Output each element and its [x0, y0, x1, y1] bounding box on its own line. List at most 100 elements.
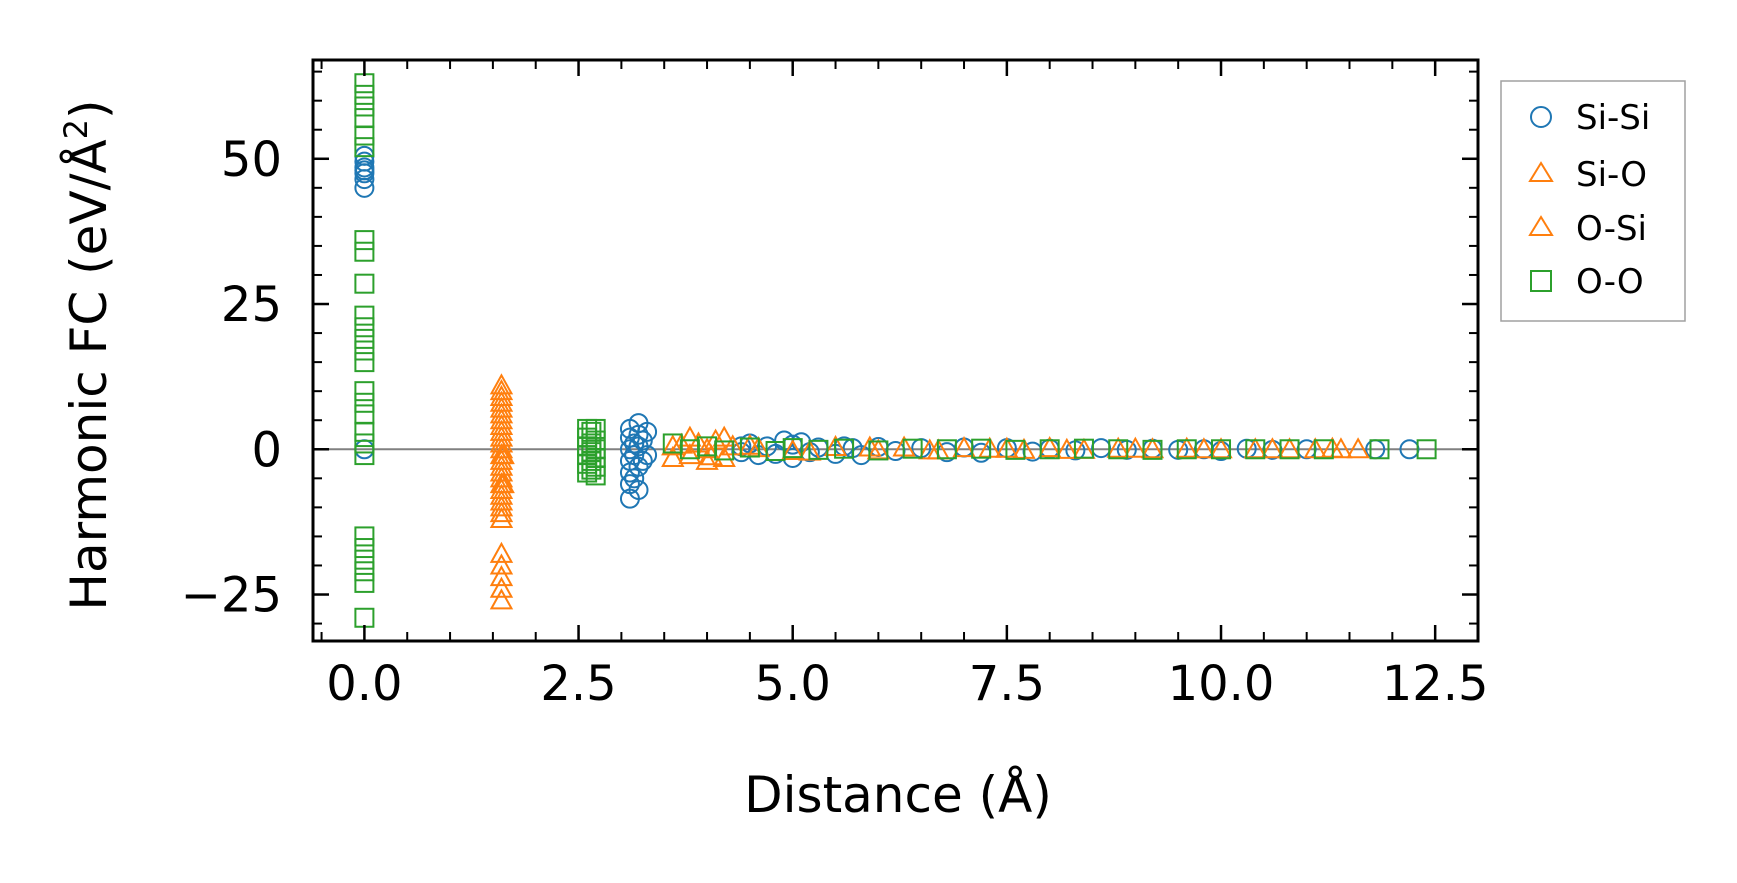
point-o-o [585, 465, 606, 486]
point-si-o [678, 443, 702, 465]
point-o-o [834, 438, 855, 459]
point-si-si [637, 445, 658, 466]
point-o-o [354, 352, 375, 373]
point-o-o [902, 438, 923, 459]
point-o-si [1329, 437, 1353, 459]
point-o-o [354, 561, 375, 582]
y-tick-label: 0 [251, 422, 282, 478]
point-si-o [489, 576, 514, 598]
point-o-o [1369, 439, 1390, 460]
point-si-o [1175, 436, 1199, 458]
point-si-o [489, 501, 514, 523]
point-si-si [628, 479, 649, 500]
point-si-o [781, 438, 805, 461]
legend-marker-o-si [1528, 215, 1554, 236]
point-o-si [738, 433, 762, 455]
point-o-o [1108, 439, 1129, 460]
x-tick-label: 5.0 [755, 656, 831, 712]
point-o-si [1260, 437, 1285, 459]
point-o-o [1279, 439, 1300, 460]
point-si-o [1346, 437, 1370, 459]
legend-item-si-si: Si-Si [1530, 98, 1650, 138]
point-si-si [354, 151, 375, 172]
point-o-o [354, 305, 375, 326]
point-si-o [695, 448, 719, 470]
legend: Si-Si Si-O O-Si O-O [1500, 80, 1686, 322]
x-axis-label: Distance (Å) [744, 766, 1052, 824]
point-o-o [808, 439, 829, 460]
point-si-o [489, 588, 514, 610]
point-o-o [1005, 439, 1026, 460]
point-o-o [1039, 439, 1060, 460]
y-axis-label: Harmonic FC (eV/Å2) [57, 99, 118, 610]
series-o-o [354, 73, 1437, 628]
y-axis-label-close: ) [60, 99, 118, 119]
point-si-o [489, 506, 514, 528]
point-o-o [868, 440, 889, 461]
point-o-o [1416, 439, 1437, 460]
point-si-o [489, 541, 514, 563]
point-si-si [637, 421, 658, 442]
point-o-o [739, 437, 760, 458]
point-si-o [712, 445, 736, 467]
point-o-si [1192, 437, 1216, 459]
legend-label-si-o: Si-O [1576, 155, 1647, 195]
legend-label-o-si: O-Si [1576, 209, 1647, 249]
point-si-si [632, 450, 653, 471]
y-axis-label-main: Harmonic FC (eV/Å [60, 139, 118, 610]
point-o-o [354, 526, 375, 547]
point-si-o [489, 553, 514, 575]
legend-marker-o-o [1530, 270, 1552, 292]
point-o-o [714, 440, 735, 461]
point-o-o [581, 459, 602, 480]
y-tick-label: −25 [181, 568, 282, 624]
point-o-o [585, 418, 606, 439]
point-o-o [354, 572, 375, 593]
x-tick-labels: 0.0 2.5 5.0 7.5 10.0 12.5 [326, 656, 1488, 712]
point-si-o [678, 425, 702, 447]
point-si-o [489, 565, 514, 587]
point-o-o [354, 392, 375, 413]
point-o-o [1211, 439, 1232, 460]
point-o-si [1055, 437, 1079, 459]
point-o-o [354, 273, 375, 294]
point-o-o [1245, 439, 1266, 460]
point-o-o [1073, 438, 1094, 459]
legend-label-si-si: Si-Si [1576, 98, 1650, 138]
point-si-o [712, 425, 736, 447]
legend-marker-si-o [1528, 161, 1554, 182]
point-o-o [354, 137, 375, 158]
point-o-o [782, 438, 803, 459]
legend-item-o-si: O-Si [1528, 209, 1647, 249]
point-o-o [1176, 439, 1197, 460]
point-o-o [354, 241, 375, 262]
point-o-o [354, 84, 375, 105]
x-tick-label: 12.5 [1382, 656, 1489, 712]
y-tick-labels: −25 0 25 50 [181, 132, 282, 624]
point-o-o [354, 433, 375, 454]
point-o-o [971, 438, 992, 459]
x-tick-label: 0.0 [326, 656, 402, 712]
point-o-o [354, 340, 375, 361]
point-si-si [354, 157, 375, 178]
plot-frame [311, 58, 1480, 643]
point-o-si [1123, 436, 1148, 458]
point-o-o [354, 125, 375, 146]
point-si-o [661, 445, 685, 467]
point-o-o [1142, 439, 1163, 460]
point-si-si [628, 424, 649, 445]
point-o-o [354, 538, 375, 559]
point-o-si [491, 443, 515, 465]
x-tick-label: 10.0 [1168, 656, 1275, 712]
y-tick-label: 25 [221, 277, 282, 333]
point-o-o [354, 328, 375, 349]
point-o-o [354, 445, 375, 466]
point-o-o [1313, 439, 1334, 460]
point-si-si [624, 468, 645, 489]
point-o-o [354, 317, 375, 338]
point-o-o [354, 230, 375, 251]
point-si-o [661, 434, 685, 456]
x-tick-label: 7.5 [969, 656, 1045, 712]
point-o-o [936, 439, 957, 460]
y-tick-label: 50 [221, 132, 282, 188]
